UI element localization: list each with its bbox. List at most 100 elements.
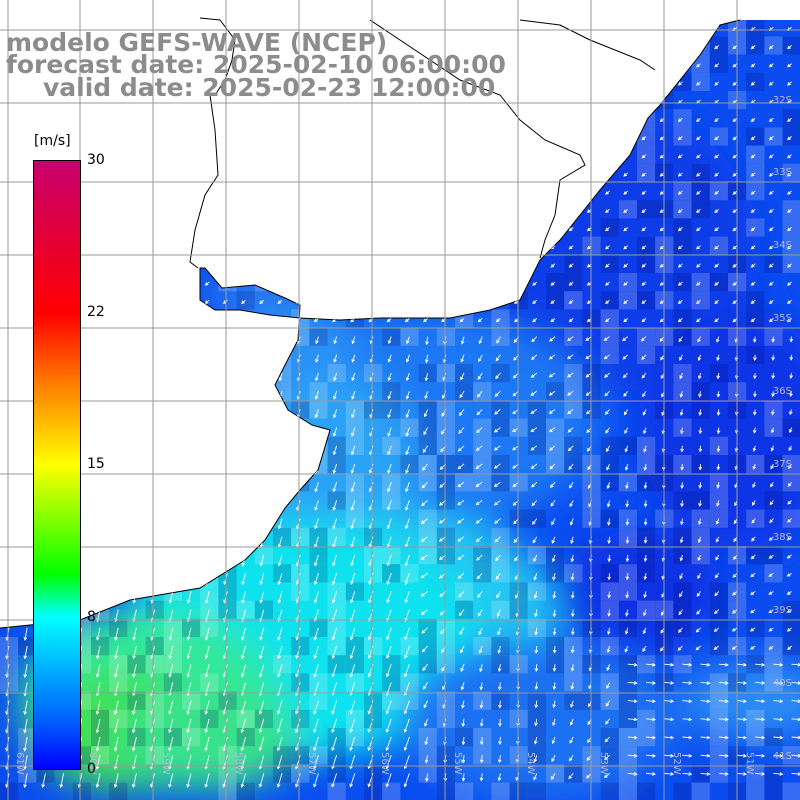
wind-arrow-icon — [534, 627, 538, 636]
wind-arrow-icon — [791, 772, 800, 776]
wind-arrow-icon — [679, 409, 684, 417]
wind-arrow-icon — [461, 755, 466, 764]
wind-arrow-icon — [768, 81, 774, 86]
wind-arrow-icon — [700, 753, 711, 758]
wind-arrow-icon — [773, 735, 784, 740]
wind-arrow-icon — [787, 500, 792, 505]
wind-arrow-icon — [240, 700, 247, 715]
wind-arrow-icon — [623, 172, 629, 177]
wind-arrow-icon — [168, 736, 174, 752]
wind-arrow-icon — [755, 772, 766, 776]
latitude-label: 35S — [773, 313, 792, 324]
wind-arrow-icon — [791, 681, 800, 685]
wind-arrow-icon — [787, 227, 792, 232]
wind-arrow-icon — [478, 336, 483, 345]
wind-arrow-icon — [623, 318, 629, 323]
wind-arrow-icon — [643, 445, 647, 453]
wind-arrow-icon — [424, 391, 429, 400]
wind-arrow-icon — [259, 664, 265, 678]
wind-arrow-icon — [731, 627, 738, 632]
wind-arrow-icon — [387, 463, 392, 474]
wind-arrow-icon — [732, 245, 738, 250]
wind-arrow-icon — [680, 500, 684, 508]
wind-arrow-icon — [549, 463, 556, 470]
wind-arrow-icon — [641, 154, 647, 159]
wind-arrow-icon — [534, 645, 539, 654]
wind-arrow-icon — [696, 117, 701, 123]
wind-arrow-icon — [420, 554, 428, 560]
colorbar-tick: 0 — [87, 761, 96, 777]
wind-arrow-icon — [677, 245, 683, 250]
wind-arrow-icon — [385, 700, 392, 715]
wind-arrow-icon — [278, 372, 283, 382]
wind-arrow-icon — [773, 753, 784, 758]
wind-arrow-icon — [386, 627, 392, 641]
wind-arrow-icon — [534, 682, 539, 691]
wind-arrow-icon — [696, 81, 701, 86]
wind-arrow-icon — [550, 263, 556, 268]
wind-arrow-icon — [768, 645, 774, 650]
wind-arrow-icon — [643, 536, 648, 544]
wind-arrow-icon — [736, 753, 747, 758]
wind-arrow-icon — [787, 63, 792, 68]
wind-arrow-icon — [259, 299, 265, 305]
wind-arrow-icon — [258, 736, 265, 752]
wind-arrow-icon — [168, 755, 174, 770]
wind-arrow-icon — [732, 172, 738, 177]
wind-arrow-icon — [731, 645, 738, 650]
wind-arrow-icon — [570, 627, 575, 636]
longitude-label: 55W — [452, 752, 463, 775]
wind-arrow-icon — [603, 354, 610, 360]
wind-arrow-icon — [241, 573, 247, 586]
wind-arrow-icon — [605, 208, 610, 214]
wind-arrow-icon — [277, 554, 283, 567]
wind-arrow-icon — [770, 445, 775, 452]
wind-arrow-icon — [113, 700, 119, 715]
wind-arrow-icon — [403, 773, 410, 788]
wind-arrow-icon — [750, 227, 756, 232]
wind-arrow-icon — [677, 299, 683, 305]
wind-arrow-icon — [567, 390, 574, 396]
wind-arrow-icon — [696, 263, 701, 268]
wind-arrow-icon — [695, 627, 701, 633]
wind-arrow-icon — [731, 609, 738, 614]
wind-arrow-icon — [405, 500, 410, 511]
wind-arrow-icon — [606, 645, 611, 653]
wind-arrow-icon — [768, 245, 774, 250]
wind-arrow-icon — [479, 664, 483, 673]
wind-arrow-icon — [718, 717, 729, 722]
wind-arrow-icon — [625, 573, 630, 581]
wind-arrow-icon — [698, 518, 702, 526]
wind-arrow-icon — [715, 518, 720, 525]
wind-arrow-icon — [387, 409, 392, 419]
wind-arrow-icon — [350, 591, 356, 604]
wind-arrow-icon — [716, 354, 720, 362]
wind-arrow-icon — [552, 573, 556, 581]
wind-arrow-icon — [605, 299, 610, 305]
wind-arrow-icon — [714, 136, 720, 141]
wind-arrow-icon — [423, 700, 429, 709]
wind-arrow-icon — [497, 773, 502, 782]
wind-arrow-icon — [458, 591, 465, 598]
wind-arrow-icon — [750, 299, 756, 305]
wind-arrow-icon — [530, 463, 538, 470]
wind-arrow-icon — [751, 536, 756, 542]
wind-arrow-icon — [716, 372, 721, 380]
wind-arrow-icon — [186, 627, 192, 641]
wind-arrow-icon — [532, 536, 538, 544]
wind-arrow-icon — [700, 735, 711, 740]
wind-arrow-icon — [570, 682, 575, 690]
wind-arrow-icon — [404, 591, 410, 604]
wind-arrow-icon — [623, 281, 629, 286]
wind-arrow-icon — [570, 573, 575, 581]
wind-arrow-icon — [750, 154, 756, 159]
wind-arrow-icon — [787, 136, 792, 141]
wind-arrow-icon — [791, 662, 800, 667]
wind-arrow-icon — [204, 700, 210, 715]
wind-arrow-icon — [479, 700, 484, 709]
wind-arrow-icon — [476, 554, 483, 561]
wind-arrow-icon — [718, 772, 729, 776]
wind-arrow-icon — [493, 500, 501, 506]
wind-arrow-icon — [789, 336, 794, 343]
wind-arrow-icon — [696, 190, 701, 195]
